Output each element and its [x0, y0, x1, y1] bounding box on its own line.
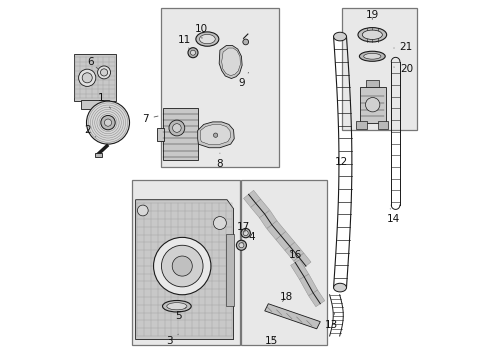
Text: 16: 16: [289, 250, 302, 260]
Text: 8: 8: [217, 153, 223, 169]
Circle shape: [243, 39, 248, 45]
Circle shape: [78, 69, 96, 86]
Text: 4: 4: [242, 232, 255, 243]
Ellipse shape: [163, 301, 191, 312]
Circle shape: [172, 124, 181, 132]
Text: 11: 11: [177, 35, 191, 49]
Ellipse shape: [199, 35, 215, 44]
Polygon shape: [309, 290, 325, 307]
Circle shape: [236, 240, 246, 250]
Text: 2: 2: [84, 125, 96, 137]
Bar: [356, 121, 367, 129]
Polygon shape: [221, 48, 240, 76]
Text: 9: 9: [238, 72, 248, 88]
Bar: [74, 54, 116, 101]
Polygon shape: [136, 200, 234, 339]
Circle shape: [82, 73, 92, 83]
Text: 14: 14: [387, 209, 400, 224]
Ellipse shape: [364, 53, 381, 59]
Ellipse shape: [167, 303, 187, 310]
Polygon shape: [200, 125, 231, 144]
Polygon shape: [244, 190, 261, 207]
Ellipse shape: [334, 32, 346, 41]
Bar: [81, 100, 109, 109]
Circle shape: [104, 119, 112, 126]
Polygon shape: [219, 45, 242, 78]
Bar: [366, 80, 379, 87]
Bar: [378, 121, 389, 129]
Circle shape: [161, 245, 203, 287]
Bar: [161, 8, 279, 167]
Polygon shape: [251, 199, 270, 218]
Bar: [342, 8, 417, 130]
Text: 13: 13: [324, 313, 338, 330]
Text: 19: 19: [366, 10, 379, 20]
Text: 3: 3: [167, 334, 178, 346]
Text: 21: 21: [394, 42, 413, 52]
Text: 7: 7: [142, 114, 158, 124]
Circle shape: [214, 217, 226, 229]
Polygon shape: [291, 260, 309, 280]
Bar: [360, 87, 386, 123]
Text: 5: 5: [175, 307, 186, 321]
Bar: [132, 180, 240, 345]
Text: 17: 17: [237, 222, 250, 232]
Text: 18: 18: [280, 292, 293, 302]
Bar: [157, 128, 164, 140]
Circle shape: [100, 69, 108, 76]
Polygon shape: [259, 211, 277, 228]
Polygon shape: [197, 122, 234, 148]
Text: 15: 15: [265, 336, 278, 346]
Polygon shape: [265, 304, 320, 329]
Polygon shape: [267, 221, 286, 240]
Circle shape: [188, 48, 198, 58]
Ellipse shape: [362, 30, 382, 40]
Polygon shape: [299, 274, 318, 296]
Polygon shape: [285, 242, 304, 261]
Circle shape: [243, 230, 248, 235]
Circle shape: [366, 98, 380, 112]
Bar: [226, 234, 234, 306]
Text: 12: 12: [335, 157, 348, 167]
Circle shape: [214, 133, 218, 137]
Circle shape: [137, 205, 148, 216]
Circle shape: [98, 66, 111, 79]
Text: 10: 10: [195, 24, 208, 39]
Circle shape: [172, 256, 192, 276]
Bar: [163, 108, 198, 160]
Circle shape: [153, 237, 211, 295]
Ellipse shape: [334, 283, 346, 292]
Text: 1: 1: [98, 93, 111, 108]
Polygon shape: [294, 253, 311, 270]
Ellipse shape: [196, 32, 219, 46]
Polygon shape: [276, 231, 295, 251]
Circle shape: [191, 50, 196, 55]
Circle shape: [241, 228, 250, 238]
Ellipse shape: [359, 51, 385, 61]
Text: 6: 6: [87, 57, 98, 69]
Bar: [242, 180, 327, 345]
Bar: [95, 153, 102, 157]
Circle shape: [239, 243, 244, 248]
Ellipse shape: [358, 28, 387, 42]
Circle shape: [101, 116, 115, 130]
Circle shape: [169, 120, 185, 136]
Text: 20: 20: [394, 64, 413, 74]
Circle shape: [87, 101, 129, 144]
